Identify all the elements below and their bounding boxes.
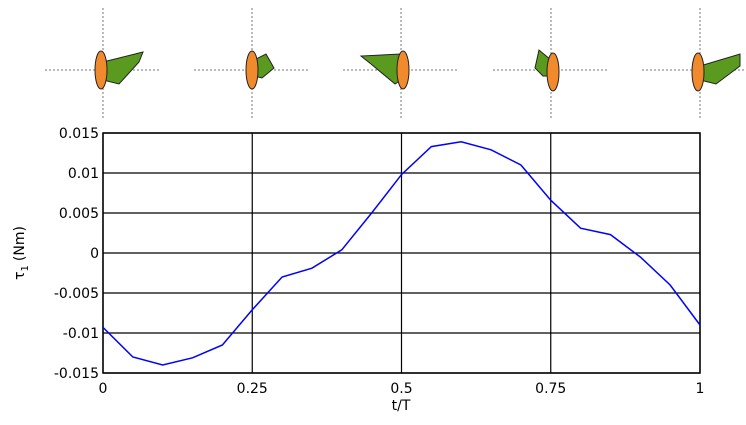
line xyxy=(102,141,701,366)
wing-pose xyxy=(493,8,609,120)
x-tick-label: 1 xyxy=(696,381,705,397)
x-axis-label: t/T xyxy=(392,398,411,414)
y-tick-label: 0.01 xyxy=(68,166,99,182)
y-label-symbol: τ xyxy=(12,271,28,279)
x-tick-label: 0 xyxy=(99,381,108,397)
wing-pose xyxy=(642,8,746,120)
y-tick-label: -0.015 xyxy=(54,366,99,382)
y-tick-label: -0.01 xyxy=(63,326,99,342)
wing-pose xyxy=(45,8,161,120)
wing-pose xyxy=(194,8,310,120)
plot: -0.015 -0.01 -0.005 0 0.005 0.01 0.015 0 0.25 0.5… xyxy=(54,126,705,397)
x-tick-label: 0.5 xyxy=(390,381,412,397)
plot-frame xyxy=(102,132,701,374)
wing-illustrations xyxy=(45,8,746,120)
y-tick-label: 0.015 xyxy=(59,126,99,142)
wing-pose xyxy=(343,8,459,120)
y-label-subscript: 1 xyxy=(20,265,31,271)
y-tick-label: 0 xyxy=(90,246,99,262)
y-tick-label: -0.005 xyxy=(54,286,99,302)
y-axis-label: τ1 (Nm) xyxy=(12,226,31,280)
y-label-unit: (Nm) xyxy=(12,226,28,261)
y-tick-label: 0.005 xyxy=(59,206,99,222)
x-tick-label: 0.75 xyxy=(535,381,566,397)
x-tick-label: 0.25 xyxy=(237,381,268,397)
